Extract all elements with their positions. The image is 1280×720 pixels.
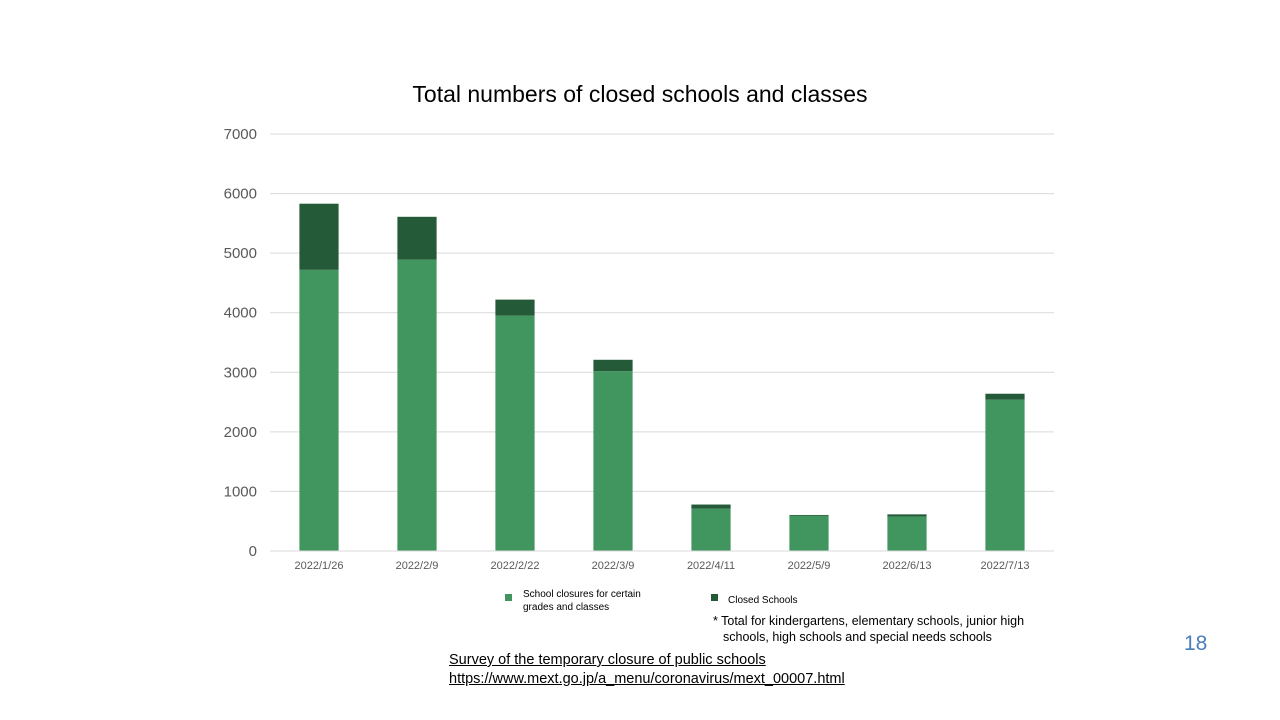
legend-label-grades-classes-line1: School closures for certain — [523, 589, 641, 600]
bar-closed-schools-2022-6-13 — [887, 514, 927, 517]
bar-closed-schools-2022-1-26 — [299, 203, 339, 270]
footnote: * Total for kindergartens, elementary sc… — [713, 613, 1093, 645]
y-axis-ticks: 0 1000 2000 3000 4000 5000 6000 7000 — [224, 126, 257, 560]
x-tick-label: 2022/2/22 — [491, 560, 540, 572]
x-tick-label: 2022/5/9 — [788, 560, 831, 572]
chart-title: Total numbers of closed schools and clas… — [412, 81, 867, 107]
bar-closed-schools-2022-2-9 — [397, 216, 437, 260]
legend-label-grades-classes-line2: grades and classes — [523, 602, 609, 613]
bar-closed-schools-2022-5-9 — [789, 514, 829, 516]
bar-grades-classes-2022-2-9 — [397, 259, 437, 551]
bars — [299, 203, 1025, 551]
y-tick-label: 7000 — [224, 126, 257, 143]
x-tick-label: 2022/4/11 — [687, 560, 735, 572]
y-tick-label: 0 — [249, 543, 257, 560]
y-tick-label: 1000 — [224, 483, 257, 500]
y-tick-label: 4000 — [224, 305, 257, 322]
bar-grades-classes-2022-3-9 — [593, 371, 633, 551]
y-tick-label: 2000 — [224, 424, 257, 441]
bar-grades-classes-2022-2-22 — [495, 315, 535, 551]
x-tick-label: 2022/7/13 — [981, 560, 1030, 572]
x-tick-label: 2022/6/13 — [883, 560, 932, 572]
x-tick-label: 2022/3/9 — [592, 560, 635, 572]
x-axis-ticks: 2022/1/26 2022/2/9 2022/2/22 2022/3/9 2022/4… — [295, 560, 1030, 572]
y-tick-label: 6000 — [224, 186, 257, 203]
source-url-link[interactable]: https://www.mext.go.jp/a_menu/coronaviru… — [449, 671, 845, 687]
bar-grades-classes-2022-4-11 — [691, 508, 731, 551]
source-title-link[interactable]: Survey of the temporary closure of publi… — [449, 652, 766, 668]
bar-closed-schools-2022-7-13 — [985, 393, 1025, 400]
x-tick-label: 2022/1/26 — [295, 560, 344, 572]
source-citation: Survey of the temporary closure of publi… — [449, 651, 845, 689]
bar-grades-classes-2022-7-13 — [985, 399, 1025, 551]
bar-closed-schools-2022-4-11 — [691, 504, 731, 509]
footnote-line2: schools, high schools and special needs … — [723, 630, 992, 644]
bar-grades-classes-2022-1-26 — [299, 269, 339, 551]
legend-label-closed-schools: Closed Schools — [728, 595, 797, 606]
bar-grades-classes-2022-6-13 — [887, 516, 927, 551]
legend-swatch-closed-schools — [711, 594, 718, 601]
gridlines — [270, 133, 1054, 492]
legend-swatch-grades-classes — [505, 594, 512, 601]
x-tick-label: 2022/2/9 — [396, 560, 439, 572]
footnote-line1: * Total for kindergartens, elementary sc… — [713, 614, 1025, 628]
legend: School closures for certain grades and c… — [505, 589, 797, 613]
bar-closed-schools-2022-3-9 — [593, 359, 633, 372]
bar-closed-schools-2022-2-22 — [495, 299, 535, 316]
bar-grades-classes-2022-5-9 — [789, 515, 829, 551]
y-tick-label: 5000 — [224, 245, 257, 262]
page-number: 18 — [1184, 632, 1208, 655]
y-tick-label: 3000 — [224, 364, 257, 381]
